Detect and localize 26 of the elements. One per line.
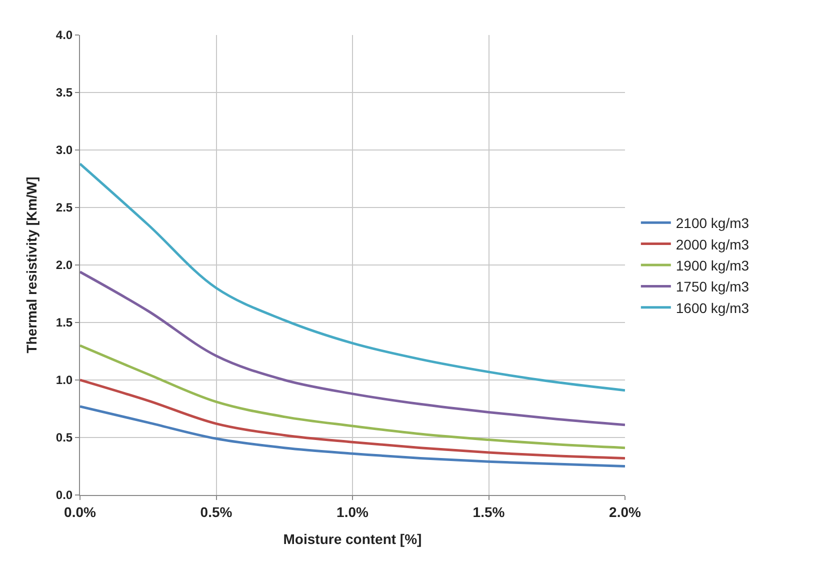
y-tick-label: 2.5 bbox=[56, 200, 73, 215]
line-series bbox=[80, 344, 625, 450]
x-tick-label: 2.0% bbox=[609, 504, 642, 520]
y-tick-label: 4.0 bbox=[56, 28, 73, 42]
y-tick-label: 1.0 bbox=[56, 373, 73, 388]
legend-label: 1600 kg/m3 bbox=[676, 300, 750, 316]
x-tick-label: 0.0% bbox=[64, 504, 96, 520]
legend-label: 2000 kg/m3 bbox=[676, 236, 750, 252]
line-series bbox=[80, 378, 625, 460]
y-tick-label: 3.0 bbox=[56, 143, 73, 158]
y-tick-label: 1.5 bbox=[56, 316, 73, 330]
line-series bbox=[80, 405, 625, 468]
y-axis-title: Thermal resistivity [Km/W] bbox=[24, 176, 40, 354]
y-tick-label: 0.0 bbox=[56, 488, 73, 502]
y-tick-label: 0.5 bbox=[56, 430, 73, 445]
x-tick-label: 0.5% bbox=[200, 504, 233, 520]
y-tick-label: 2.0 bbox=[56, 258, 73, 272]
legend-label: 1900 kg/m3 bbox=[676, 257, 750, 274]
line-series bbox=[80, 270, 625, 426]
legend-label: 1750 kg/m3 bbox=[676, 278, 750, 295]
line-series bbox=[80, 162, 625, 392]
legend-label: 2100 kg/m3 bbox=[676, 215, 750, 232]
x-axis-title: Moisture content [%] bbox=[283, 531, 422, 548]
x-tick-label: 1.0% bbox=[336, 504, 369, 520]
x-tick-label: 1.5% bbox=[472, 504, 506, 520]
y-tick-label: 3.5 bbox=[56, 86, 73, 100]
